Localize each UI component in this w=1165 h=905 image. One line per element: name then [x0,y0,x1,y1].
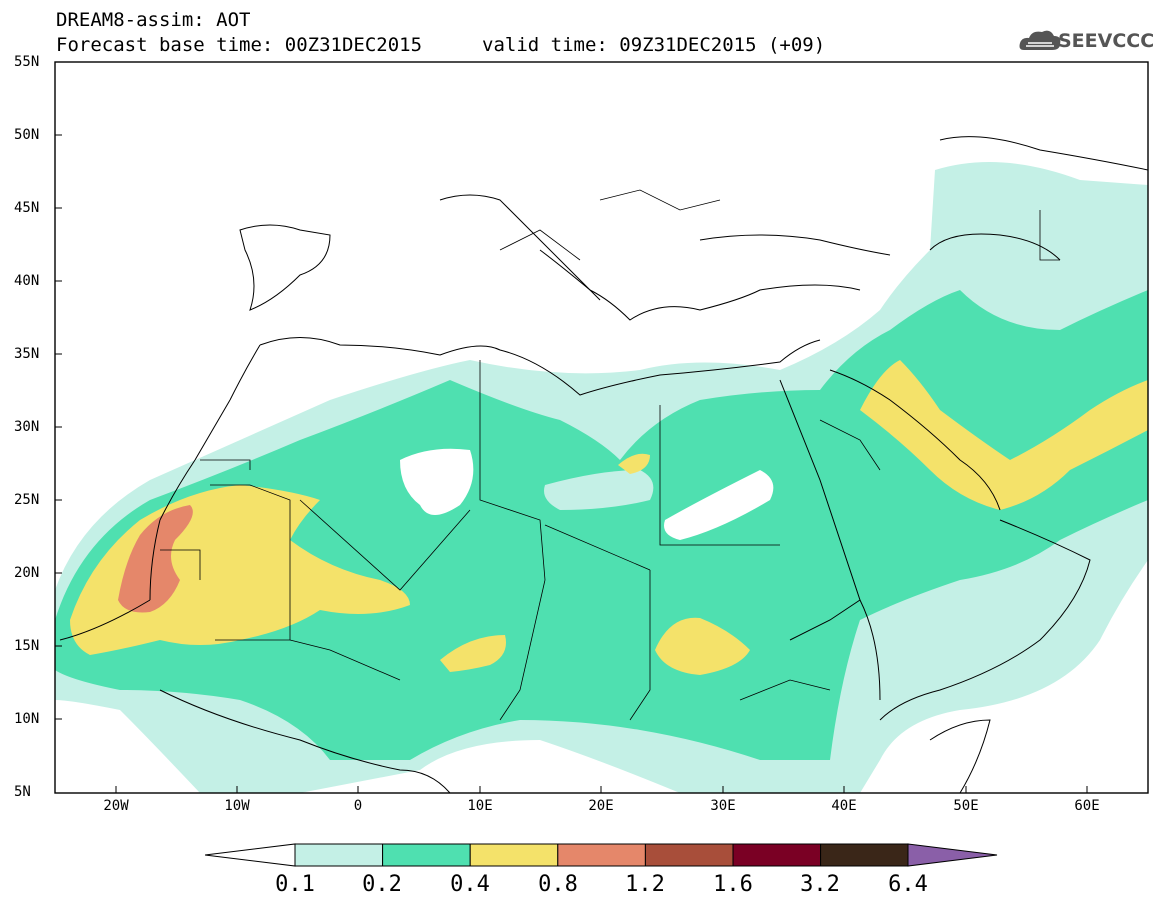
colorbar-over-arrow [907,843,998,867]
aot-contour-08 [118,505,193,613]
lat-label-25n: 25N [14,492,40,508]
lon-label-30e: 30E [710,798,736,814]
lat-ticks [55,61,62,794]
aot-contour-hole [960,186,1040,230]
colorbar-swatch [382,843,471,867]
colorbar-label: 1.6 [713,872,753,897]
aot-contour-hole [664,470,774,540]
lon-label-60e: 60E [1074,798,1100,814]
coastlines [59,136,1148,793]
lon-label-20e: 20E [588,798,614,814]
colorbar-label: 0.4 [450,872,490,897]
aot-contour-04 [860,360,1148,510]
lat-label-20n: 20N [14,565,40,581]
lat-label-35n: 35N [14,346,40,362]
lat-label-5n: 5N [14,784,31,800]
colorbar-swatch [294,843,384,867]
aot-contour-hole [400,448,474,515]
colorbar-label: 0.8 [538,872,578,897]
colorbar-swatch [732,843,822,867]
lon-label-50e: 50E [953,798,979,814]
cloud-icon [1019,30,1061,50]
map-title: DREAM8-assim: AOT [56,9,251,31]
aot-contour-04 [440,635,506,672]
lon-label-20w: 20W [103,798,129,814]
valid-time: valid time: 09Z31DEC2015 (+09) [482,34,826,56]
lon-label-10e: 10E [467,798,493,814]
lat-label-55n: 55N [14,54,40,70]
colorbar-swatch [469,843,559,867]
colorbar-label: 0.1 [275,872,315,897]
colorbar-label: 0.2 [362,872,402,897]
aot-contours [55,162,1148,793]
colorbar-swatch [820,843,909,867]
colorbar-swatch [644,843,734,867]
lon-label-0: 0 [353,798,363,814]
colorbar-swatch [557,843,646,867]
lat-label-40n: 40N [14,273,40,289]
lon-label-10w: 10W [224,798,250,814]
aot-contour-04 [655,617,750,675]
lat-label-10n: 10N [14,711,40,727]
lat-label-45n: 45N [14,200,40,216]
colorbar-under-arrow [205,843,296,867]
colorbar-label: 6.4 [888,872,928,897]
lat-label-15n: 15N [14,638,40,654]
forecast-base-time: Forecast base time: 00Z31DEC2015 [56,34,423,56]
aot-contour-hole [544,470,654,510]
lat-label-30n: 30N [14,419,40,435]
borders [160,189,1060,721]
colorbar-label: 3.2 [800,872,840,897]
lat-label-50n: 50N [14,127,40,143]
lon-label-40e: 40E [831,798,857,814]
colorbar [205,843,998,867]
aot-map [54,61,1149,794]
logo-text: SEEVCCC [1058,30,1155,52]
aot-contour-04 [618,453,650,474]
lon-ticks [115,786,1088,793]
colorbar-label: 1.2 [625,872,665,897]
colorbar-swatches [294,843,909,867]
